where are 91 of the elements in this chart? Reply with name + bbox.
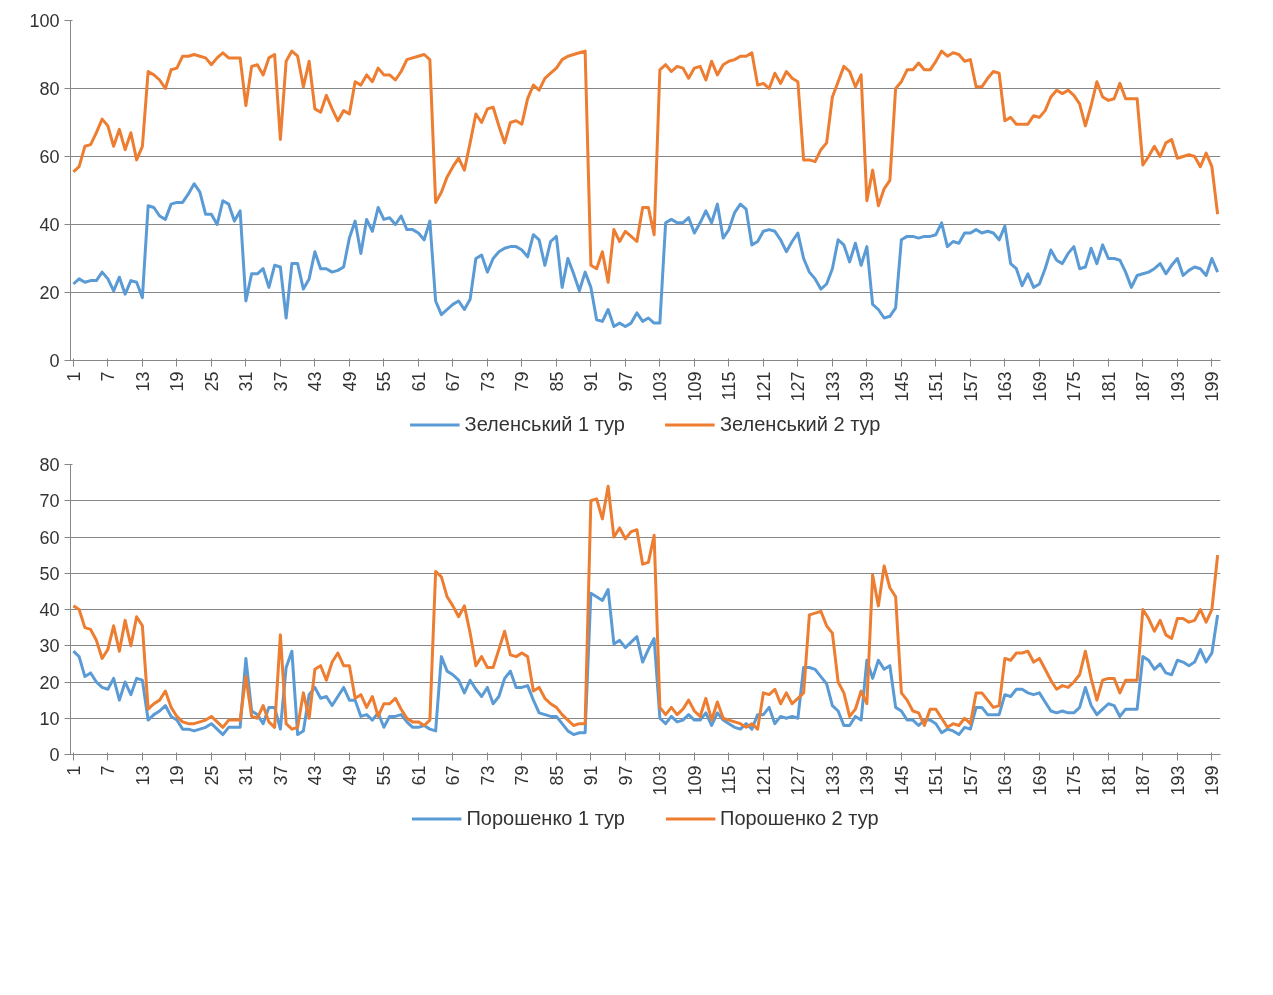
x-tick-label: 37	[270, 765, 291, 786]
x-tick-label: 97	[615, 371, 636, 392]
x-tick-label: 127	[788, 765, 809, 796]
x-tick-label: 187	[1133, 765, 1154, 796]
x-tick-label: 1	[63, 371, 84, 382]
y-tick-label: 60	[39, 147, 60, 167]
x-tick-label: 49	[339, 765, 360, 786]
x-tick-label: 13	[132, 371, 153, 392]
line-series	[71, 49, 1220, 284]
y-tick-label: 70	[39, 491, 60, 512]
x-tick-label: 85	[546, 371, 567, 392]
x-tick-label: 157	[960, 371, 981, 402]
y-tick-label: 30	[39, 636, 60, 657]
x-tick-label: 19	[167, 765, 188, 786]
x-tick-label: 1	[63, 765, 84, 776]
y-tick-label: 20	[39, 283, 60, 303]
x-tick-label: 151	[926, 765, 947, 796]
x-tick-label: 103	[650, 765, 671, 796]
x-tick-label: 199	[1202, 371, 1223, 402]
x-tick-label: 49	[339, 371, 360, 392]
y-tick-label: 0	[49, 745, 60, 765]
legend-label: Порошенко 1 тур	[466, 806, 625, 830]
x-tick-label: 169	[1029, 765, 1050, 796]
x-tick-label: 163	[995, 765, 1016, 796]
legend-label: Порошенко 2 тур	[720, 806, 879, 830]
x-tick-label: 193	[1167, 765, 1188, 796]
x-tick-label: 73	[477, 371, 498, 392]
x-tick-label: 25	[201, 765, 222, 786]
y-tick-label: 0	[49, 351, 60, 371]
x-tick-label: 133	[822, 371, 843, 402]
y-tick-label: 80	[39, 79, 60, 99]
x-tick-label: 121	[753, 765, 774, 796]
x-tick-label: 37	[270, 371, 291, 392]
x-tick-label: 139	[857, 765, 878, 796]
x-tick-label: 157	[960, 765, 981, 796]
x-tick-label: 133	[822, 765, 843, 796]
x-tick-label: 43	[305, 371, 326, 392]
x-tick-label: 13	[132, 765, 153, 786]
x-tick-label: 151	[926, 371, 947, 402]
x-tick-label: 163	[995, 371, 1016, 402]
x-tick-label: 109	[684, 371, 705, 402]
x-tick-label: 19	[167, 371, 188, 392]
x-tick-label: 175	[1064, 371, 1085, 402]
y-tick-label: 60	[39, 527, 60, 548]
x-tick-label: 31	[236, 765, 257, 786]
x-tick-label: 181	[1098, 765, 1119, 796]
x-tick-label: 193	[1167, 371, 1188, 402]
line-series	[71, 182, 1220, 328]
y-tick-label: 80	[39, 455, 60, 475]
x-tick-label: 169	[1029, 371, 1050, 402]
x-tick-label: 55	[374, 765, 395, 786]
x-tick-label: 121	[753, 371, 774, 402]
x-tick-label: 127	[788, 371, 809, 402]
x-tick-label: 175	[1064, 765, 1085, 796]
x-tick-label: 85	[546, 765, 567, 786]
x-tick-label: 67	[443, 765, 464, 786]
x-tick-label: 79	[512, 371, 533, 392]
line-series	[71, 484, 1220, 731]
y-tick-label: 10	[39, 708, 60, 729]
x-tick-label: 187	[1133, 371, 1154, 402]
x-tick-label: 61	[408, 765, 429, 786]
x-tick-label: 31	[236, 371, 257, 392]
x-tick-label: 181	[1098, 371, 1119, 402]
y-tick-label: 50	[39, 563, 60, 584]
line-series	[71, 588, 1220, 737]
x-tick-label: 91	[581, 765, 602, 786]
x-tick-label: 115	[719, 371, 740, 401]
x-tick-label: 67	[443, 371, 464, 392]
legend-label: Зеленський 2 тур	[720, 412, 881, 436]
x-tick-label: 61	[408, 371, 429, 392]
x-tick-label: 139	[857, 371, 878, 402]
x-tick-label: 25	[201, 371, 222, 392]
x-tick-label: 115	[719, 765, 740, 795]
y-tick-label: 20	[39, 672, 60, 693]
x-tick-label: 43	[305, 765, 326, 786]
x-tick-label: 79	[512, 765, 533, 786]
x-tick-label: 145	[891, 371, 912, 402]
y-tick-label: 100	[29, 11, 60, 31]
x-tick-label: 103	[650, 371, 671, 402]
x-tick-label: 7	[98, 765, 119, 776]
x-tick-label: 199	[1202, 765, 1223, 796]
x-tick-label: 145	[891, 765, 912, 796]
legend-label: Зеленський 1 тур	[464, 412, 625, 436]
x-tick-label: 55	[374, 371, 395, 392]
x-tick-label: 7	[98, 371, 119, 382]
x-tick-label: 97	[615, 765, 636, 786]
y-tick-label: 40	[39, 600, 60, 620]
x-tick-label: 91	[581, 371, 602, 392]
y-tick-label: 40	[39, 215, 60, 235]
x-tick-label: 73	[477, 765, 498, 786]
x-tick-label: 109	[684, 765, 705, 796]
